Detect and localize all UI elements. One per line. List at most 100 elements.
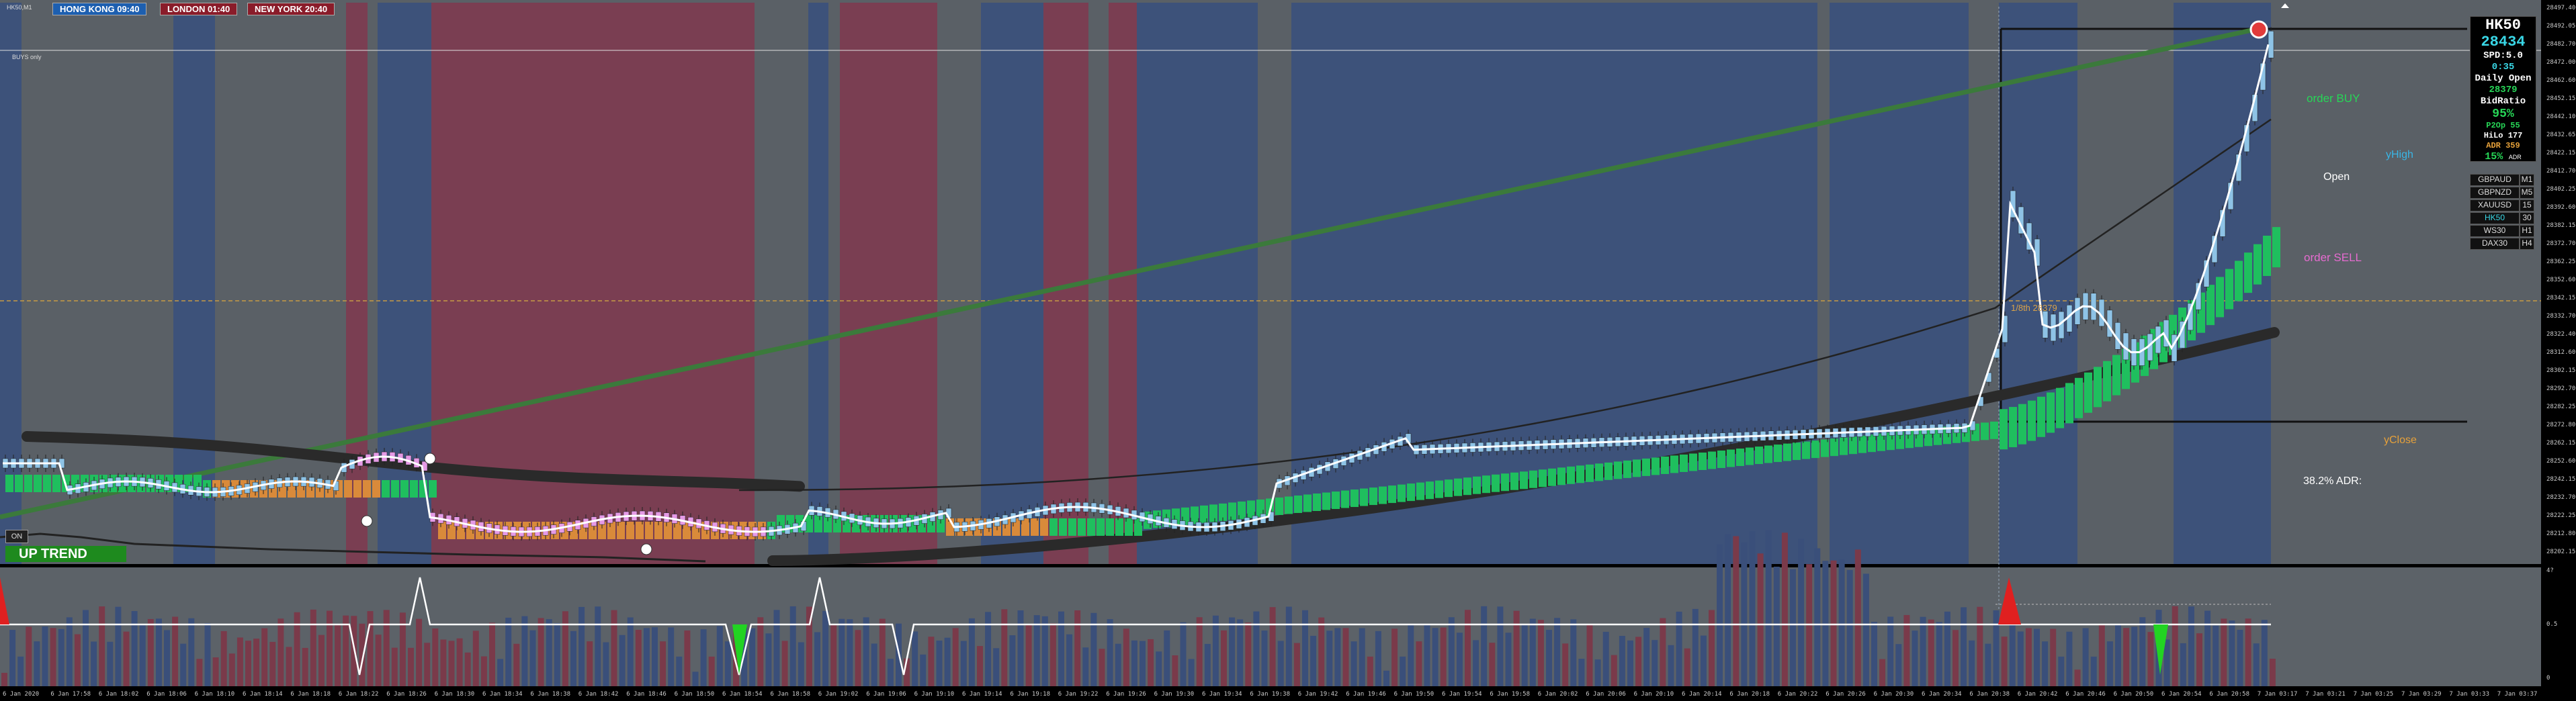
volume-bar: [2066, 631, 2073, 686]
volume-bar: [2115, 624, 2121, 686]
volume-bar: [50, 628, 56, 686]
x-axis-label: 6 Jan 19:46: [1346, 691, 1386, 698]
symbol-row[interactable]: XAUUSD 15: [2470, 197, 2536, 212]
volume-bar: [2196, 633, 2202, 686]
symbol-name[interactable]: GBPNZD: [2470, 187, 2520, 199]
symbol-info-panel: HK50 28434 SPD:5.0 0:35 Daily Open 28379…: [2470, 16, 2536, 162]
timeframe-button[interactable]: 30: [2520, 212, 2534, 224]
volume-bar: [1049, 623, 1056, 686]
volume-bar: [757, 617, 764, 686]
volume-bar: [863, 617, 869, 686]
symbol-name[interactable]: WS30: [2470, 225, 2520, 237]
trend-bar: [1228, 502, 1236, 520]
trend-on-button[interactable]: ON: [5, 530, 28, 543]
sub-y-axis-label: 4?: [2546, 567, 2554, 574]
trend-bar: [2235, 261, 2243, 301]
x-axis-label: 6 Jan 19:38: [1250, 691, 1290, 698]
symbol-row[interactable]: WS30 H1: [2470, 223, 2536, 237]
timeframe-button[interactable]: H4: [2520, 238, 2534, 250]
symbol-name[interactable]: HK50: [2470, 212, 2520, 224]
volume-bar: [294, 612, 300, 686]
panel-timer: 0:35: [2491, 62, 2515, 73]
trend-bar: [1576, 465, 1584, 483]
x-axis-label: 6 Jan 19:54: [1442, 691, 1482, 698]
volume-bar: [2180, 643, 2186, 686]
volume-bar: [1041, 616, 1048, 686]
symbol-name[interactable]: GBPAUD: [2470, 174, 2520, 186]
trend-bar: [2216, 277, 2224, 318]
spike-green: [732, 624, 747, 675]
trend-bar: [372, 480, 380, 498]
volume-bar: [968, 618, 975, 686]
trend-bar: [1811, 440, 1819, 459]
symbol-row[interactable]: HK50 30: [2470, 210, 2536, 224]
volume-bar: [1895, 644, 1902, 686]
trend-bar: [1840, 437, 1848, 455]
panel-adr: ADR 359: [2486, 141, 2520, 150]
session-band: [937, 3, 981, 564]
volume-bar: [1237, 619, 1244, 686]
volume-bar: [993, 648, 1000, 686]
volume-bar: [1229, 617, 1236, 686]
x-axis-label: 6 Jan 20:14: [1682, 691, 1722, 698]
volume-bar: [83, 610, 89, 686]
volume-bar: [587, 641, 593, 686]
volume-bar: [1554, 618, 1561, 686]
trend-bar: [1642, 458, 1650, 476]
volume-bar: [302, 647, 308, 686]
volume-bar: [34, 641, 40, 686]
trend-bar: [2075, 377, 2083, 418]
trend-bar: [1416, 482, 1424, 500]
panel-adr-suffix: ADR: [2508, 154, 2522, 160]
volume-bar: [26, 626, 32, 686]
x-axis-label: 6 Jan 19:42: [1298, 691, 1338, 698]
trend-bar: [1435, 480, 1443, 498]
volume-bar: [359, 623, 366, 686]
trend-bar: [2244, 252, 2252, 293]
x-axis-label: 6 Jan 18:18: [290, 691, 331, 698]
volume-bar: [1180, 622, 1187, 686]
symbol-row[interactable]: GBPNZD M5: [2470, 185, 2536, 199]
volume-bar: [1400, 656, 1406, 686]
trend-bar: [1548, 468, 1556, 486]
volume-bar: [1578, 659, 1585, 686]
volume-bar: [806, 606, 812, 686]
symbol-row[interactable]: DAX30 H4: [2470, 236, 2536, 250]
volume-bar: [985, 612, 992, 686]
trend-bar: [1247, 500, 1255, 518]
volume-bar: [2163, 639, 2170, 686]
volume-bar: [513, 643, 520, 686]
timeframe-button[interactable]: M1: [2520, 174, 2534, 186]
trend-bar: [598, 522, 606, 539]
x-axis-label: 6 Jan 19:50: [1394, 691, 1434, 698]
timeframe-button[interactable]: M5: [2520, 187, 2534, 199]
trend-bar: [2056, 387, 2064, 428]
x-axis-label: 6 Jan 19:22: [1058, 691, 1099, 698]
x-axis-label: 6 Jan 18:06: [146, 691, 187, 698]
y-axis-label: 28462.60: [2546, 77, 2575, 84]
timeframe-button[interactable]: H1: [2520, 225, 2534, 237]
panel-bidratio: 95%: [2492, 107, 2514, 121]
volume-bar: [692, 671, 699, 686]
volume-bar: [1529, 618, 1536, 686]
volume-bar: [277, 618, 284, 686]
timeframe-button[interactable]: 15: [2520, 199, 2534, 212]
symbol-name[interactable]: DAX30: [2470, 238, 2520, 250]
trend-bar: [363, 480, 371, 498]
volume-bar: [1521, 624, 1528, 686]
trend-bar: [1294, 495, 1302, 513]
symbol-row[interactable]: GBPAUD M1: [2470, 172, 2536, 186]
volume-bar: [1, 673, 7, 686]
trend-bar: [1849, 436, 1857, 455]
volume-bar: [1602, 631, 1609, 686]
x-axis-label: 7 Jan 03:17: [2258, 691, 2298, 698]
trend-bar: [1087, 518, 1095, 536]
y-axis-label: 28292.70: [2546, 385, 2575, 392]
volume-bar: [1383, 670, 1389, 686]
trend-bar: [626, 522, 634, 539]
symbol-name[interactable]: XAUUSD: [2470, 199, 2520, 212]
trend-bar: [15, 475, 23, 492]
time-scale-area: [0, 686, 2541, 701]
trendline: [0, 26, 2262, 520]
